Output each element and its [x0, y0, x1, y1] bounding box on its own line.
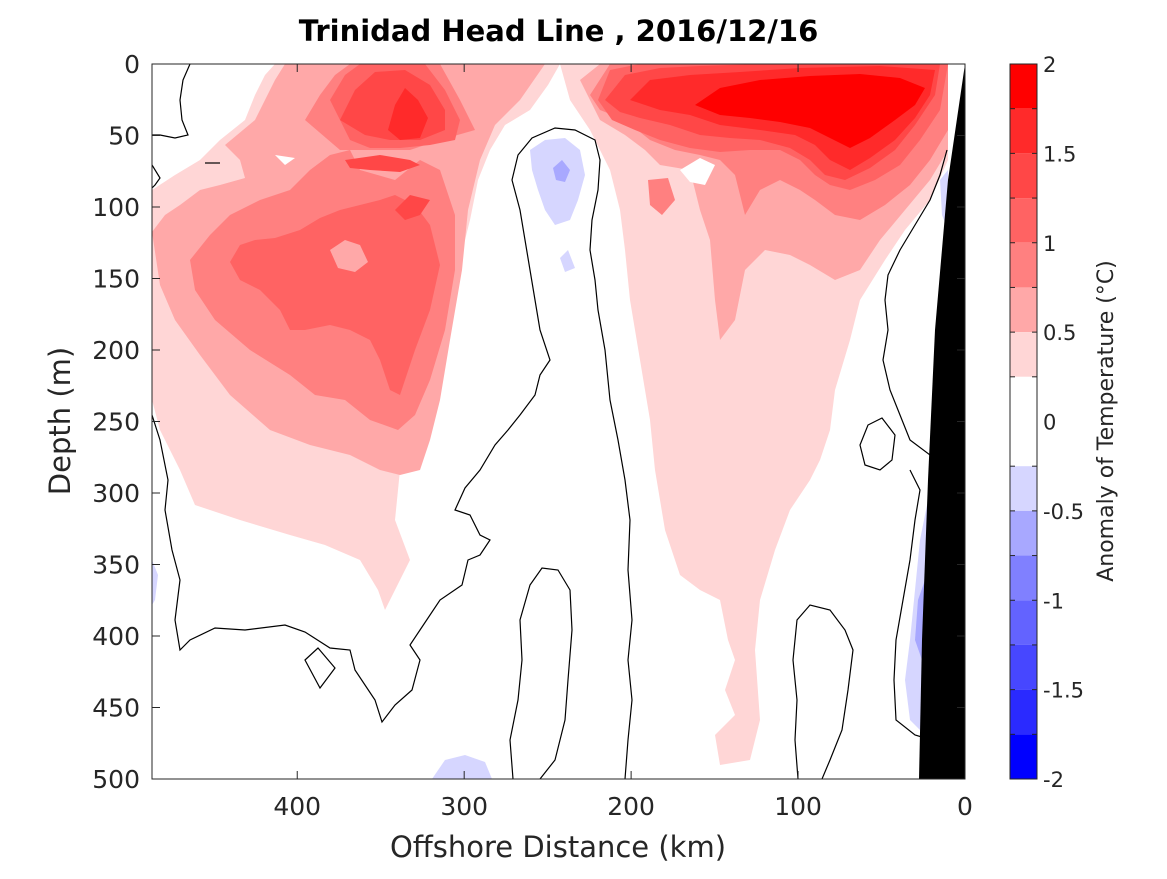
x-tick-label: 300 — [440, 792, 488, 821]
colorbar-tick-label: 0 — [1043, 411, 1056, 435]
colorbar-swatch — [1010, 64, 1037, 109]
contour-fill — [152, 560, 158, 605]
contour-fill — [152, 148, 178, 166]
colorbar-swatch — [1010, 332, 1037, 377]
contour-line — [792, 604, 854, 779]
contour-line — [859, 417, 896, 471]
colorbar-swatch — [1010, 287, 1037, 333]
contour-fill — [553, 160, 570, 182]
colorbar-swatch — [1010, 153, 1037, 199]
x-tick-label: 400 — [273, 792, 321, 821]
x-axis-label: Offshore Distance (km) — [390, 830, 726, 864]
colorbar-swatch — [1010, 198, 1037, 243]
colorbar-swatch — [1010, 555, 1037, 601]
y-tick-label: 350 — [92, 551, 140, 580]
y-tick-label: 150 — [92, 265, 140, 294]
y-tick-label: 250 — [92, 408, 140, 437]
contour-fill — [388, 88, 428, 140]
colorbar-tick-label: 1 — [1043, 232, 1056, 256]
y-tick-label: 100 — [92, 193, 140, 222]
contour-line — [152, 164, 161, 189]
colorbar-swatch — [1010, 466, 1037, 511]
y-tick-label: 450 — [92, 694, 140, 723]
colorbar-swatch — [1010, 242, 1037, 288]
x-axis: 400 300 200 100 0 — [273, 64, 973, 821]
colorbar-swatch — [1010, 108, 1037, 154]
y-tick-label: 50 — [108, 122, 140, 151]
seafloor-wedge — [919, 64, 965, 779]
colorbar — [1009, 63, 1038, 780]
contour-line — [893, 469, 949, 746]
contour-line — [152, 127, 633, 779]
x-tick-label: 100 — [774, 792, 822, 821]
contour-line — [882, 149, 949, 461]
colorbar-tick-label: 0.5 — [1043, 321, 1076, 345]
contour-line — [304, 647, 336, 690]
contour-fill — [530, 138, 585, 272]
colorbar-swatch — [1010, 600, 1037, 645]
zero-contours — [152, 64, 949, 779]
x-tick-label: 0 — [957, 792, 973, 821]
colorbar-label: Anomaly of Temperature (°C) — [1094, 260, 1119, 582]
y-tick-label: 200 — [92, 336, 140, 365]
colorbar-tick-label: 1.5 — [1043, 142, 1076, 166]
contour-fill — [432, 755, 492, 779]
x-tick-label: 200 — [607, 792, 655, 821]
contour-fill — [330, 240, 368, 272]
colorbar-swatch — [1010, 376, 1037, 467]
colorbar-tick-label: -0.5 — [1043, 500, 1084, 524]
y-axis-label: Depth (m) — [43, 347, 77, 495]
contour-fill — [275, 155, 295, 165]
chart-title: Trinidad Head Line , 2016/12/16 — [298, 14, 819, 48]
colorbar-tick-label: -1 — [1043, 589, 1064, 613]
y-axis: 0 50 100 150 200 250 300 350 400 450 500 — [92, 50, 965, 794]
contour-line — [509, 567, 573, 779]
colorbar-swatch — [1010, 689, 1037, 735]
contour-fill — [680, 158, 715, 185]
contour-fills — [152, 64, 965, 779]
y-tick-label: 300 — [92, 479, 140, 508]
colorbar-swatch — [1010, 644, 1037, 690]
contour-fill — [695, 74, 925, 148]
colorbar-swatch — [1010, 734, 1037, 779]
colorbar-tick-label: -1.5 — [1043, 679, 1084, 703]
y-tick-label: 0 — [124, 50, 140, 79]
contour-line — [152, 64, 191, 139]
y-tick-label: 400 — [92, 622, 140, 651]
colorbar-swatch — [1010, 510, 1037, 556]
colorbar-ticks: 2 1.5 1 0.5 0 -0.5 -1 -1.5 -2 — [1010, 53, 1084, 792]
colorbar-frame — [1009, 63, 1038, 780]
contour-fill — [230, 64, 460, 395]
colorbar-tick-label: -2 — [1043, 768, 1064, 792]
colorbar-tick-label: 2 — [1043, 53, 1056, 77]
y-tick-label: 500 — [92, 765, 140, 794]
